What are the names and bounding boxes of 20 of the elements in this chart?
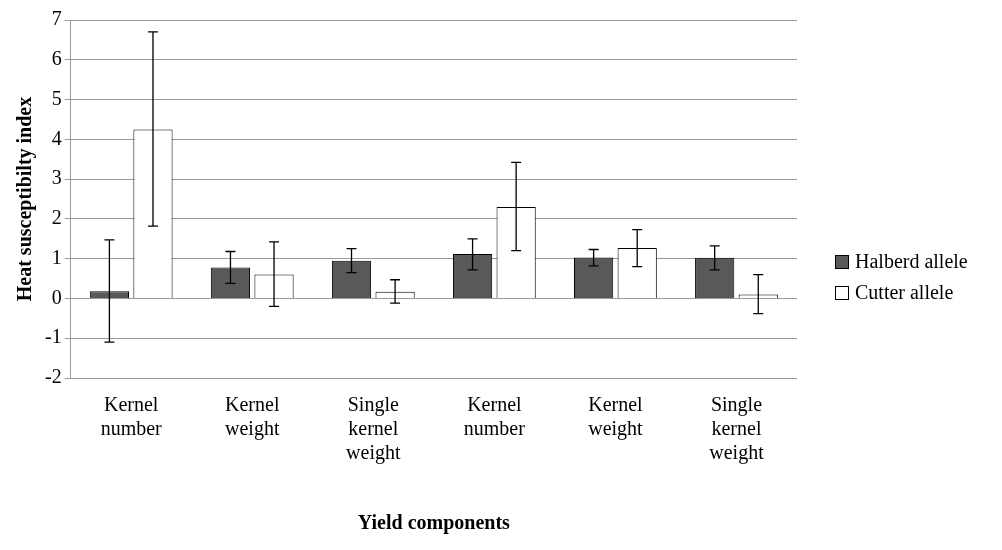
- text: Cutter allele: [855, 281, 954, 304]
- x-tick-label: Single kernel weight: [346, 393, 401, 465]
- legend-label: Halberd allele: [855, 250, 968, 273]
- y-tick-label: 5: [51, 86, 62, 109]
- x-axis-title: Yield components: [357, 511, 511, 535]
- y-tick-label: 0: [51, 285, 62, 308]
- x-tick-label: Kernel weight: [588, 393, 644, 441]
- y-tick-label: 7: [51, 7, 62, 30]
- y-tick-label: -2: [44, 365, 62, 388]
- y-tick-label: -1: [44, 325, 62, 348]
- y-tick-label: 3: [51, 166, 62, 189]
- x-tick-label: Kernel number: [463, 393, 526, 440]
- x-tick-label: Single kernel weight: [709, 393, 765, 465]
- y-axis-title: Heat susceptibilty index: [13, 96, 37, 302]
- x-tick-label: Kernel number: [100, 393, 163, 440]
- y-tick-label: 4: [51, 126, 62, 149]
- y-tick-label: 1: [51, 245, 62, 268]
- y-tick-label: 6: [51, 47, 62, 70]
- x-tick-label: Kernel weight: [225, 393, 280, 441]
- y-tick-label: 2: [51, 206, 62, 229]
